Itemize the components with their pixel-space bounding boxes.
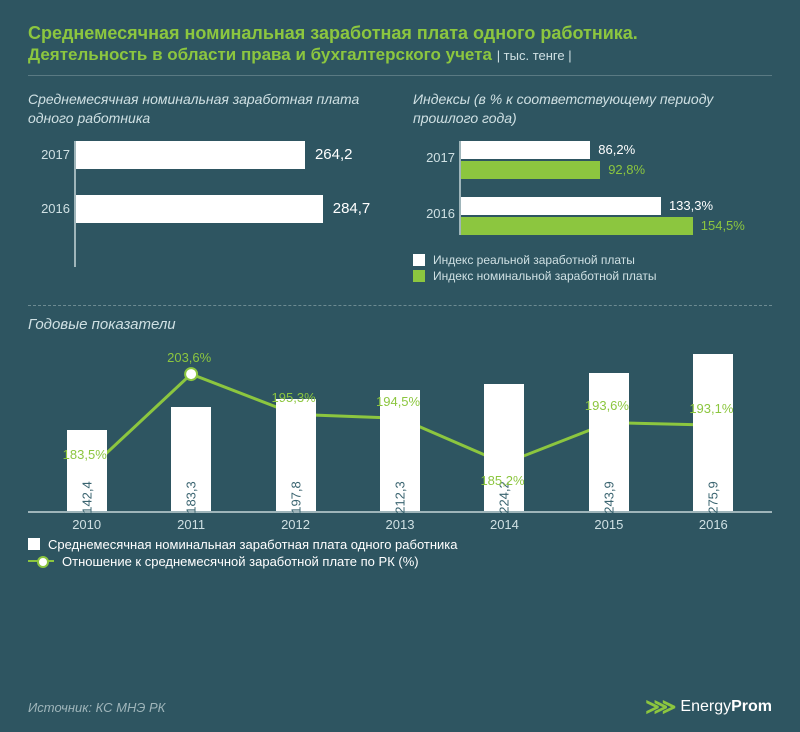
combo-bar-wrap: 197,8 bbox=[276, 399, 316, 511]
grouped-bar: 154,5% bbox=[461, 217, 772, 235]
grouped-bar-fill bbox=[461, 217, 693, 235]
combo-bar-wrap: 183,3 bbox=[171, 407, 211, 511]
left-salary-chart: Среднемесячная номинальная заработная пл… bbox=[28, 90, 387, 290]
logo-text-2: Prom bbox=[731, 698, 772, 716]
combo-line-label: 183,5% bbox=[63, 447, 107, 462]
combo-line-label: 185,2% bbox=[480, 473, 524, 488]
grouped-row: 2016133,3%154,5% bbox=[461, 197, 772, 235]
divider-mid bbox=[28, 305, 772, 306]
combo-bar-value: 197,8 bbox=[288, 481, 303, 514]
combo-line-marker bbox=[185, 368, 197, 380]
right-chart-title: Индексы (в % к соответствующему периоду … bbox=[413, 90, 772, 126]
combo-xlabel: 2016 bbox=[693, 517, 733, 532]
grouped-ylabel: 2017 bbox=[415, 150, 455, 165]
grouped-bar: 133,3% bbox=[461, 197, 772, 215]
legend-swatch bbox=[413, 254, 425, 266]
grouped-bar-value: 133,3% bbox=[669, 198, 713, 213]
combo-bar: 224,2 bbox=[484, 384, 524, 511]
combo-chart-plot: 142,4 183,3 197,8 212,3 224,2 243,9 275,9 183,5… bbox=[28, 343, 772, 513]
logo-text-1: Energy bbox=[680, 698, 731, 716]
combo-legend-line: Отношение к среднемесячной заработной пл… bbox=[28, 554, 772, 569]
legend-swatch-white bbox=[28, 538, 40, 550]
combo-bar-value: 183,3 bbox=[184, 481, 199, 514]
combo-bar-value: 212,3 bbox=[393, 481, 408, 514]
combo-line-label: 193,1% bbox=[689, 401, 733, 416]
legend-line-marker-icon bbox=[28, 560, 54, 562]
legend-label: Индекс номинальной заработной платы bbox=[433, 269, 656, 283]
combo-xlabel: 2014 bbox=[484, 517, 524, 532]
grouped-bar: 86,2% bbox=[461, 141, 772, 159]
title-line2: Деятельность в области права и бухгалтер… bbox=[28, 45, 772, 65]
grouped-bar-value: 154,5% bbox=[701, 218, 745, 233]
combo-chart-legend: Среднемесячная номинальная заработная пл… bbox=[28, 537, 772, 569]
brand-logo: ⋙ EnergyProm bbox=[645, 694, 772, 720]
combo-bar-wrap: 224,2 bbox=[484, 384, 524, 511]
combo-line-label: 203,6% bbox=[167, 350, 211, 365]
hbar-row: 2017264,2 bbox=[76, 141, 387, 169]
combo-bar: 183,3 bbox=[171, 407, 211, 511]
title-line1: Среднемесячная номинальная заработная пл… bbox=[28, 22, 772, 45]
legend-item: Индекс реальной заработной платы bbox=[413, 253, 772, 267]
left-chart-plot: 2017264,22016284,7 bbox=[28, 141, 387, 291]
combo-bar: 197,8 bbox=[276, 399, 316, 511]
combo-bar-value: 275,9 bbox=[706, 481, 721, 514]
hbar-value: 264,2 bbox=[315, 146, 353, 163]
combo-bar: 142,4 bbox=[67, 430, 107, 511]
divider-top bbox=[28, 75, 772, 76]
combo-chart: 142,4 183,3 197,8 212,3 224,2 243,9 275,9 183,5… bbox=[28, 343, 772, 575]
hbar-bar bbox=[76, 195, 323, 223]
hbar-row: 2016284,7 bbox=[76, 195, 387, 223]
top-charts-row: Среднемесячная номинальная заработная пл… bbox=[28, 90, 772, 290]
combo-legend-bars: Среднемесячная номинальная заработная пл… bbox=[28, 537, 772, 552]
legend-swatch bbox=[413, 270, 425, 282]
grouped-ylabel: 2016 bbox=[415, 206, 455, 221]
title-unit: | тыс. тенге | bbox=[497, 48, 572, 63]
right-chart-legend: Индекс реальной заработной платы Индекс н… bbox=[413, 253, 772, 283]
combo-line-label: 195,3% bbox=[272, 390, 316, 405]
combo-bar-wrap: 142,4 bbox=[67, 430, 107, 511]
combo-chart-xlabels: 2010 2011 2012 2013 2014 2015 2016 bbox=[28, 513, 772, 533]
combo-line-label: 193,6% bbox=[585, 398, 629, 413]
combo-bar-wrap: 243,9 bbox=[589, 373, 629, 511]
grouped-bar-fill bbox=[461, 161, 600, 179]
combo-bar: 243,9 bbox=[589, 373, 629, 511]
legend-label: Индекс реальной заработной платы bbox=[433, 253, 635, 267]
hbar-bar bbox=[76, 141, 305, 169]
combo-bar-value: 142,4 bbox=[79, 481, 94, 514]
logo-mark-icon: ⋙ bbox=[645, 694, 676, 720]
grouped-bar-value: 86,2% bbox=[598, 142, 635, 157]
combo-xlabel: 2010 bbox=[67, 517, 107, 532]
source-text: Источник: КС МНЭ РК bbox=[28, 700, 165, 715]
grouped-row: 201786,2%92,8% bbox=[461, 141, 772, 179]
hbar-ylabel: 2016 bbox=[30, 201, 70, 216]
grouped-bar-fill bbox=[461, 141, 590, 159]
footer: Источник: КС МНЭ РК ⋙ EnergyProm bbox=[28, 694, 772, 720]
combo-xlabel: 2012 bbox=[276, 517, 316, 532]
right-index-chart: Индексы (в % к соответствующему периоду … bbox=[413, 90, 772, 290]
grouped-bar: 92,8% bbox=[461, 161, 772, 179]
combo-xlabel: 2015 bbox=[589, 517, 629, 532]
grouped-bar-value: 92,8% bbox=[608, 162, 645, 177]
combo-line-label: 194,5% bbox=[376, 394, 420, 409]
combo-xlabel: 2011 bbox=[171, 517, 211, 532]
combo-xlabel: 2013 bbox=[380, 517, 420, 532]
combo-bar: 275,9 bbox=[693, 354, 733, 510]
combo-bar-wrap: 275,9 bbox=[693, 354, 733, 510]
main-title: Среднемесячная номинальная заработная пл… bbox=[28, 22, 772, 65]
hbar-value: 284,7 bbox=[333, 200, 371, 217]
legend-item: Индекс номинальной заработной платы bbox=[413, 269, 772, 283]
grouped-bar-fill bbox=[461, 197, 661, 215]
hbar-ylabel: 2017 bbox=[30, 147, 70, 162]
combo-chart-title: Годовые показатели bbox=[28, 316, 772, 333]
combo-bar-value: 243,9 bbox=[601, 481, 616, 514]
left-chart-title: Среднемесячная номинальная заработная пл… bbox=[28, 90, 387, 126]
right-chart-plot: 2017 86,2% 92,8% 2016 133,3% 154,5% bbox=[413, 141, 772, 235]
